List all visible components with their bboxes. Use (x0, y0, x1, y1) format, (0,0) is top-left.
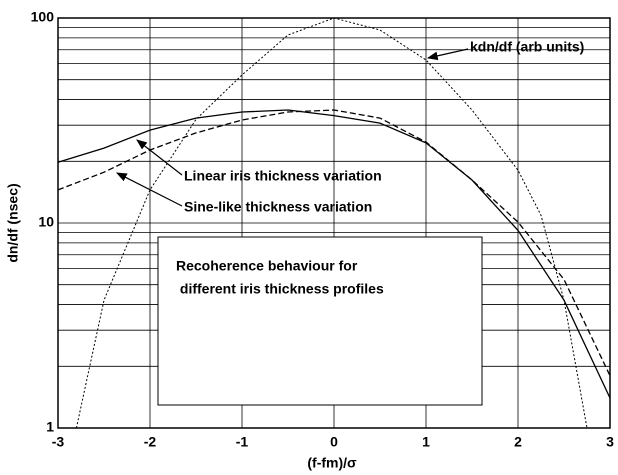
x-tick-label: -1 (236, 434, 249, 450)
box-text: Recoherence behaviour for (176, 258, 358, 274)
arrow (426, 48, 469, 61)
y-tick-label: 10 (38, 214, 54, 230)
y-tick-label: 100 (31, 9, 55, 25)
arrow (116, 172, 183, 207)
series-label: kdn/df (arb units) (470, 39, 584, 55)
x-tick-label: 0 (330, 434, 338, 450)
arrow (136, 139, 183, 176)
x-tick-label: -2 (144, 434, 157, 450)
series-label: Linear iris thickness variation (184, 168, 382, 184)
x-tick-label: 1 (422, 434, 430, 450)
x-tick-label: -3 (52, 434, 65, 450)
y-tick-label: 1 (46, 419, 54, 435)
series-line (75, 17, 588, 429)
x-tick-label: 2 (514, 434, 522, 450)
x-tick-label: 3 (606, 434, 614, 450)
x-axis-label: (f-fm)/σ (307, 455, 357, 471)
annotation-box (157, 236, 483, 406)
series-label: Sine-like thickness variation (184, 199, 372, 215)
box-text: different iris thickness profiles (176, 281, 384, 297)
series-line (57, 109, 611, 399)
y-axis-label: dn/df (nsec) (5, 183, 21, 262)
